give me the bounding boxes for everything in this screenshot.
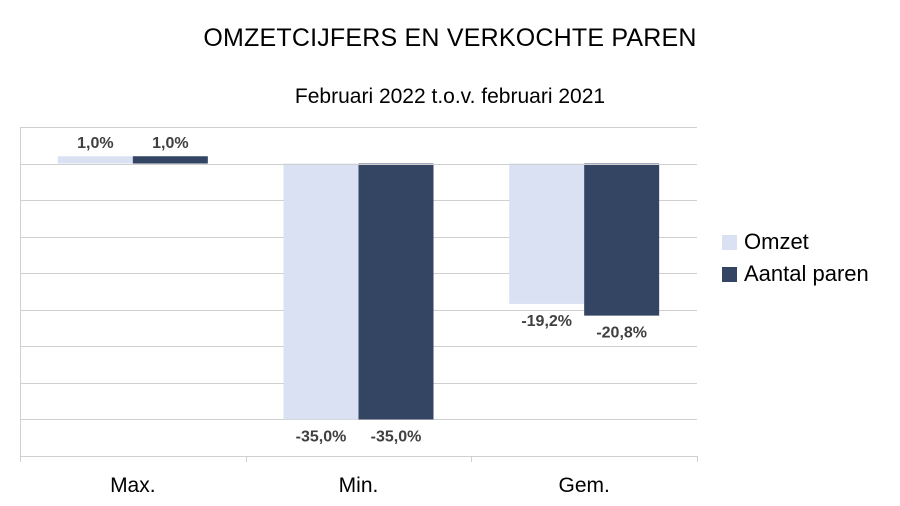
data-label: 1,0% [77,135,113,152]
data-label: -20,8% [596,325,647,342]
bar-omzet-0 [57,156,133,164]
chart-subtitle: Februari 2022 t.o.v. februari 2021 [294,85,606,108]
bar-aantal-paren-0 [132,156,208,164]
bar-omzet-2 [509,163,585,304]
legend-item-aantal-paren: Aantal paren [722,258,869,290]
legend: Omzet Aantal paren [722,226,869,290]
legend-swatch-aantal-paren [722,266,737,282]
bar-aantal-paren-1 [358,163,434,420]
legend-label-aantal-paren: Aantal paren [744,261,869,286]
legend-swatch-omzet [722,234,737,250]
data-label: 1,0% [152,135,188,152]
data-label: -35,0% [371,428,422,445]
bar-omzet-1 [283,163,359,420]
x-tick-label: Min. [339,474,379,497]
legend-label-omzet: Omzet [744,229,809,254]
data-label: -19,2% [521,313,572,330]
chart-title: OMZETCIJFERS EN VERKOCHTE PAREN [203,24,697,52]
x-tick-label: Max. [110,474,156,497]
data-label: -35,0% [296,428,347,445]
x-tick-label: Gem. [558,474,609,497]
bar-aantal-paren-2 [584,163,660,316]
legend-item-omzet: Omzet [722,226,869,258]
